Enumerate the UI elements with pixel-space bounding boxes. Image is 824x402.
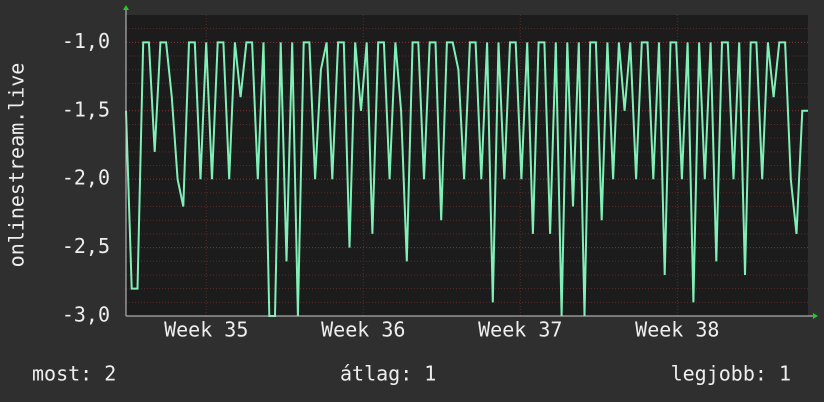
stat-current: most: 2	[32, 362, 116, 386]
x-axis-arrow	[813, 313, 818, 319]
stat-best: legjobb: 1	[671, 362, 791, 386]
y-axis-arrow	[123, 5, 129, 10]
y-tick-label: -2,0	[62, 166, 110, 190]
data-line	[125, 41, 808, 317]
x-tick-label: Week 37	[478, 318, 562, 342]
y-axis-label: onlinestream.live	[5, 63, 29, 268]
y-tick-label: -2,5	[62, 234, 110, 258]
x-tick-label: Week 38	[635, 318, 719, 342]
x-tick-label: Week 36	[321, 318, 405, 342]
x-tick-label: Week 35	[164, 318, 248, 342]
y-tick-label: -1,0	[62, 29, 110, 53]
y-tick-label: -1,5	[62, 97, 110, 121]
y-tick-label: -3,0	[62, 303, 110, 327]
stat-average: átlag: 1	[340, 362, 436, 386]
